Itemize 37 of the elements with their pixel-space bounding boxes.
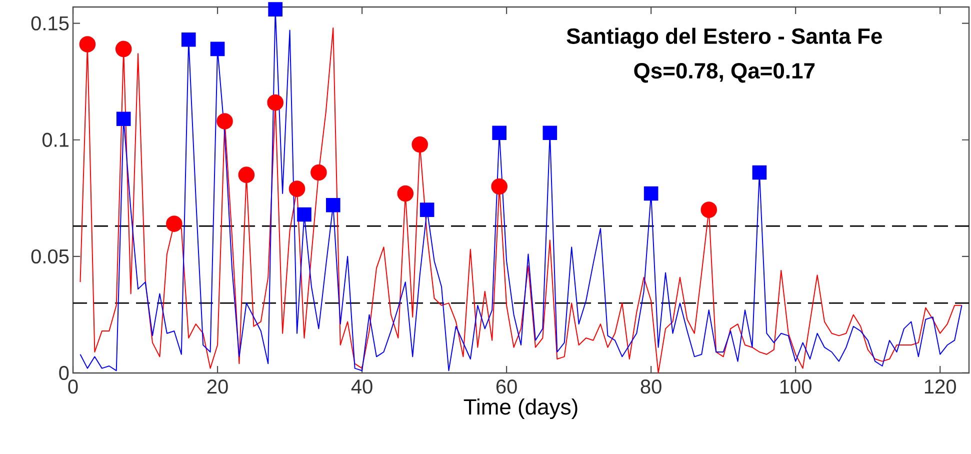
point [297, 207, 312, 222]
point [115, 40, 132, 58]
point [644, 186, 658, 201]
point [267, 94, 284, 111]
point [166, 216, 182, 232]
x-tick-label: 40 [351, 380, 372, 394]
point [326, 198, 340, 212]
x-tick-label: 80 [640, 380, 662, 394]
point [412, 136, 428, 153]
point [310, 164, 327, 181]
point [491, 178, 508, 195]
y-tick-label: 0.15 [31, 16, 69, 30]
point [752, 165, 767, 180]
text: Qs=0.78, Qa=0.17 [634, 63, 815, 83]
text: Santiago del Estero - Santa Fe [566, 28, 882, 48]
x-axis-title: Time (days) [464, 398, 578, 420]
y-tick-label: 0 [59, 366, 69, 380]
x-tick-label: 100 [780, 380, 812, 394]
point [216, 113, 233, 130]
point [268, 2, 282, 16]
y-tick-label: 0.1 [42, 132, 69, 147]
point [210, 42, 225, 56]
point [420, 202, 434, 217]
y-tick-label: 0.05 [31, 249, 69, 264]
point [700, 202, 718, 218]
x-tick-label: 20 [207, 380, 228, 394]
point [181, 32, 196, 47]
point [492, 126, 506, 140]
point [116, 112, 131, 126]
point [397, 185, 414, 202]
x-tick-label: 0 [68, 380, 78, 394]
point [288, 180, 306, 197]
x-tick-label: 120 [924, 380, 956, 394]
point [542, 126, 558, 140]
point [79, 36, 96, 52]
point [238, 166, 255, 183]
x-tick-label: 60 [496, 380, 517, 394]
